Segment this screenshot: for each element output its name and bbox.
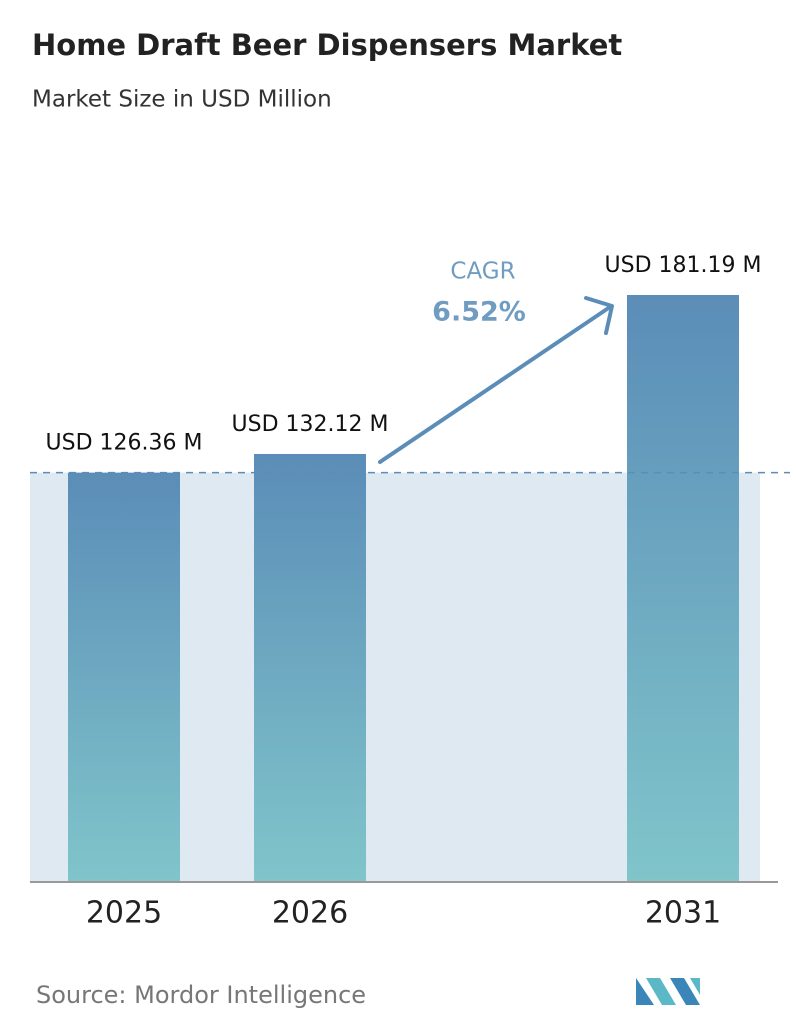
cagr-label: CAGR [450,259,515,285]
x-tick-label: 2026 [272,896,348,931]
cagr-value: 6.52% [432,297,526,328]
cagr-arrowhead [584,296,614,335]
x-tick-label: 2025 [86,896,162,931]
source: Source: Mordor Intelligence [36,981,366,1009]
bar [627,295,739,882]
bar [254,453,366,882]
value-label: USD 132.12 M [232,412,389,437]
chart-subtitle: Market Size in USD Million [32,87,332,113]
value-label: USD 126.36 M [46,431,203,456]
value-label: USD 181.19 M [605,253,762,278]
chart-title: Home Draft Beer Dispensers Market [32,28,622,62]
logo [636,978,700,1005]
x-tick-label: 2031 [645,896,721,931]
bar [68,472,180,882]
cagr-arrow [378,305,612,464]
